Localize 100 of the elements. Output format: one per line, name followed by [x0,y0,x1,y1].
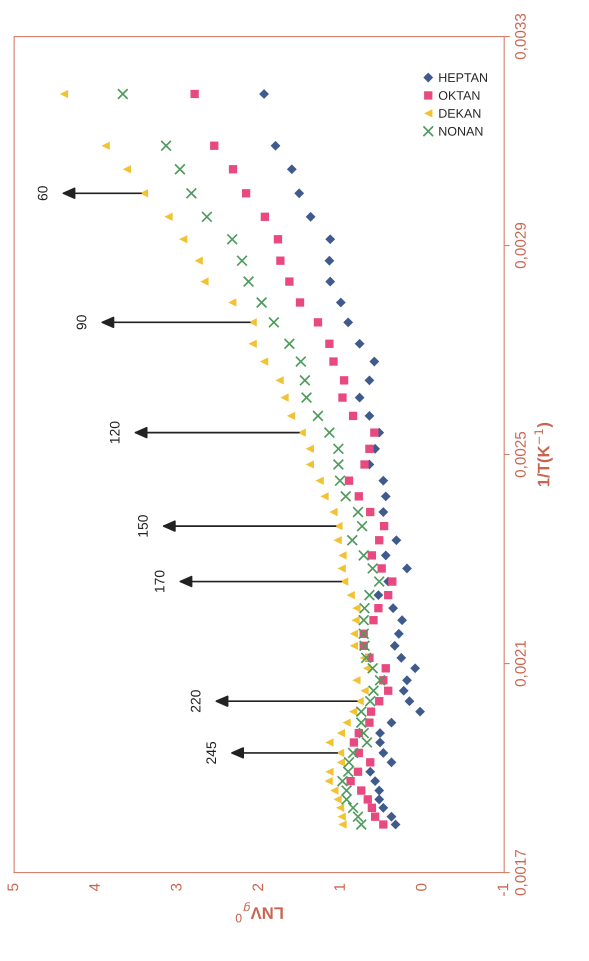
point [336,748,344,758]
legend-label: HEPTAN [439,73,488,82]
point [346,534,358,546]
point [404,696,414,706]
point [375,536,384,544]
point [333,536,342,544]
point [259,89,269,99]
point [236,254,248,266]
point [324,776,333,786]
point [336,298,346,308]
point [358,550,370,562]
point [260,357,268,366]
point [306,460,314,469]
point [366,508,374,516]
point [391,535,402,546]
point [358,727,370,739]
point [330,786,338,795]
x-tick-label: 3 [170,884,182,891]
point [210,142,218,150]
point [350,630,358,638]
annotation: 170 [154,570,165,592]
point [398,686,409,696]
point [340,490,352,502]
point [117,88,128,100]
point [351,616,360,624]
point [347,747,359,759]
point [101,142,110,150]
point [333,795,342,804]
point [368,685,380,696]
point [342,766,354,778]
point [336,758,345,766]
point [366,662,378,674]
point [346,776,355,786]
point [354,492,363,501]
point [337,564,346,573]
point [299,374,311,386]
y-tick-label: 0,0029 [515,222,528,268]
point [280,393,289,402]
point [329,508,338,516]
point [270,140,280,151]
point [365,766,376,777]
point [369,356,380,366]
point [370,428,378,437]
point [390,820,400,830]
x-tick-label: 5 [8,884,18,891]
x-tick-label: -1 [498,884,508,896]
point [174,164,186,175]
point [201,211,213,222]
point [60,90,68,98]
point [370,776,380,786]
point [386,757,396,768]
point [242,189,250,198]
point [364,795,372,804]
point [402,564,412,574]
point [295,356,307,368]
point [179,235,188,244]
x-tick-label: 1 [334,884,345,890]
point [325,234,336,244]
point [343,317,354,328]
point [352,810,364,822]
y-tick-label: 0,0021 [515,640,528,686]
point [370,812,380,821]
point [348,412,358,420]
point [358,640,370,652]
point [285,277,294,286]
legend-label: OKTAN [438,91,480,100]
point [325,738,334,747]
point [334,474,346,486]
point [374,604,383,612]
point [380,491,391,502]
point [364,375,374,386]
point [358,602,370,614]
point [356,818,367,830]
point [343,756,355,768]
point [286,164,297,174]
point [380,550,391,560]
point [336,804,344,812]
point [248,340,257,348]
point [348,707,358,716]
point [366,707,376,716]
y-tick-label: 0,0025 [515,432,528,478]
annotation: 245 [206,742,216,764]
point [378,564,386,573]
y-axis-title: 1/T(K$^{−1}$) [534,422,553,486]
point [336,728,345,738]
point [276,256,285,265]
point [338,551,347,560]
point [352,506,364,518]
point [338,393,347,402]
point [356,716,367,728]
point [360,652,372,664]
annotation: 90 [76,315,86,330]
point [374,674,386,686]
point [284,338,296,350]
point [368,551,376,560]
point [352,676,361,684]
x-tick-label: 4 [89,883,100,892]
point [342,718,351,727]
point [338,820,347,829]
point [410,663,420,674]
